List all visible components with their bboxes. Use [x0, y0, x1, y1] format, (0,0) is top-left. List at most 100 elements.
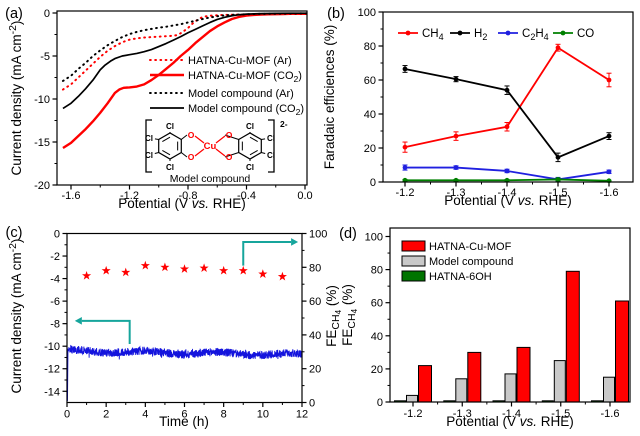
left-tick-label: -12	[44, 364, 60, 376]
x-tick-label: -1.6	[62, 190, 81, 202]
legend-marker-ch4	[405, 30, 411, 36]
o-cu-bond	[215, 148, 226, 157]
right-tick-label: 0	[309, 398, 315, 410]
x-axis-title: Time (h)	[159, 414, 209, 429]
marker-ch4	[402, 144, 408, 150]
bar-hatna-cu-mof	[516, 346, 531, 403]
legend-label-hatna-6oh: HATNA-6OH	[429, 271, 492, 283]
cl-bond	[261, 138, 266, 140]
marker-ch4	[606, 77, 612, 83]
bar-hatna-cu-mof	[615, 300, 629, 403]
marker-h2	[606, 133, 612, 139]
marker-h2	[402, 66, 408, 72]
left-tick-label: -8	[50, 319, 60, 331]
aromatic-bond	[162, 149, 171, 156]
series-ch4	[402, 43, 612, 153]
x-tick-label: -1.5	[549, 187, 568, 199]
legend-swatch-hatna-cu-mof	[401, 240, 426, 252]
legend-label-ch4: CH4	[422, 28, 444, 42]
legend-marker-c2h4	[505, 30, 511, 36]
right-tick-label: 100	[309, 229, 327, 241]
line-h2	[404, 68, 610, 159]
x-tick-label: -1.3	[453, 408, 472, 420]
right-tick-label: 40	[309, 330, 321, 342]
star-marker	[258, 269, 268, 278]
left-tick-label: -2	[50, 251, 60, 263]
marker-h2	[555, 154, 561, 160]
panel-a: (a) -1.6 -1.2 -0.8 -0.4 0.0 0 -5 -10 -15 -20 Potent…	[5, 6, 313, 211]
cl-atom: Cl	[246, 163, 254, 172]
x-tick-label: -1.3	[447, 187, 466, 199]
aromatic-bond	[162, 136, 171, 143]
bar-model-compound	[603, 376, 615, 403]
legend-label-c2h4: C2H4	[522, 28, 549, 42]
x-tick-label: 4	[142, 409, 148, 421]
o-bond	[224, 134, 239, 140]
marker-h2	[453, 76, 459, 82]
x-tick-label: -1.4	[502, 408, 521, 420]
y-tick-label: 20	[364, 143, 376, 155]
y-tick-label: 60	[364, 75, 376, 87]
x-tick-label: -0.8	[179, 190, 198, 202]
x-tick-label: -1.4	[498, 187, 517, 199]
marker-c2h4	[453, 165, 459, 170]
bracket-left	[145, 119, 152, 173]
legend-label-h2: H2	[474, 28, 487, 42]
y-axis-title: Current density (mA cm-2)	[7, 21, 24, 176]
right-axis-title: FECH4 (%)	[324, 285, 343, 347]
left-axis-arrow-line	[81, 319, 131, 344]
marker-c2h4	[402, 165, 408, 170]
marker-ch4	[453, 133, 459, 139]
left-axis-arrow-head	[74, 317, 82, 325]
o-bond	[180, 152, 188, 158]
legend-label-co: CO	[577, 28, 594, 40]
panel-c: (c) 0 -2 -4 -6 -8 -10 -12 -14 0 20 40 60 80 100 0 2 4 6 8 10…	[6, 225, 343, 429]
star-marker	[179, 264, 190, 273]
legend-label-hatna-cu-mof: HATNA-Cu-MOF	[429, 241, 512, 253]
legend-label-hatna-cu-mof-co2: HATNA-Cu-MOF (CO2)	[188, 70, 302, 84]
panel-a-tag: (a)	[5, 6, 23, 22]
y-axis-title: FECH4 (%)	[340, 284, 359, 346]
cl-atom: Cl	[267, 151, 275, 160]
marker-c2h4	[504, 168, 510, 174]
aromatic-bond	[249, 149, 258, 156]
bracket-right	[268, 119, 275, 173]
cl-atom: Cl	[246, 122, 254, 131]
legend-label-model-compound-ar: Model compound (Ar)	[188, 88, 294, 100]
cl-bond	[154, 138, 159, 140]
bar-hatna-cu-mof	[565, 270, 580, 403]
legend-label-hatna-cu-mof-ar: HATNA-Cu-MOF (Ar)	[188, 55, 292, 67]
bars-hatna-cu-mof	[418, 270, 629, 403]
x-tick-label: 6	[181, 409, 187, 421]
y-tick-label: 40	[371, 331, 383, 343]
model-compound-structure: Cl Cl Cl Cl Cl Cl Cl Cl O O O O Cu 2- Model compound	[145, 119, 288, 185]
o-bond	[224, 152, 239, 158]
star-marker	[121, 267, 131, 277]
x-tick-label: -1.5	[551, 408, 570, 420]
y-tick-label: 0	[44, 8, 50, 20]
bar-hatna-cu-mof	[467, 351, 482, 403]
legend-swatch-model-compound	[401, 255, 426, 267]
y-tick-label: 20	[371, 364, 383, 376]
star-marker	[140, 260, 150, 270]
panel-d: (d) 0 20 40 60 80 100 -1.2 -1.3 -1.4 -1.5 -1.6 Poten…	[339, 226, 631, 429]
fe-ch4-stars	[82, 260, 287, 281]
x-tick-label: -0.4	[237, 190, 256, 202]
x-tick-label: -1.6	[600, 187, 619, 199]
charge-label: 2-	[280, 119, 288, 129]
y-tick-label: -20	[34, 180, 50, 192]
curve-hatna-cu-mof-ar	[61, 12, 308, 91]
line-ch4	[404, 46, 610, 149]
y-tick-label: -10	[34, 94, 50, 106]
left-tick-label: -6	[50, 296, 60, 308]
series-h2	[402, 65, 612, 163]
plot-frame	[389, 227, 631, 403]
y-tick-label: 100	[358, 7, 376, 19]
left-axis-title: Current density (mA cm-2)	[7, 239, 24, 394]
current-density-trace	[66, 341, 303, 401]
y-axis-title: Faradaic efficiences (%)	[322, 25, 337, 170]
y-tick-label: 60	[371, 298, 383, 310]
x-tick-label: -1.2	[120, 190, 139, 202]
cl-atom: Cl	[267, 134, 275, 143]
